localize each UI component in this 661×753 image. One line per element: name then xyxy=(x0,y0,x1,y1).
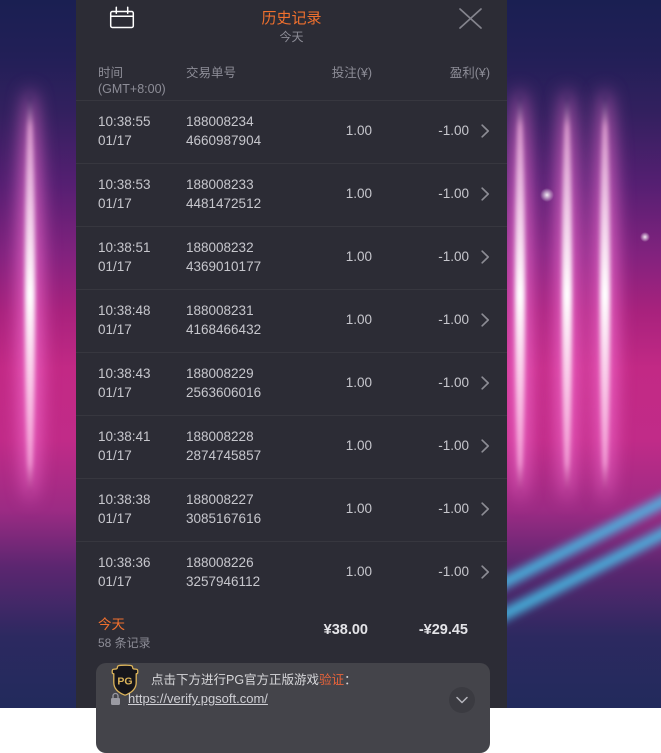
svg-text:PG: PG xyxy=(117,676,132,688)
